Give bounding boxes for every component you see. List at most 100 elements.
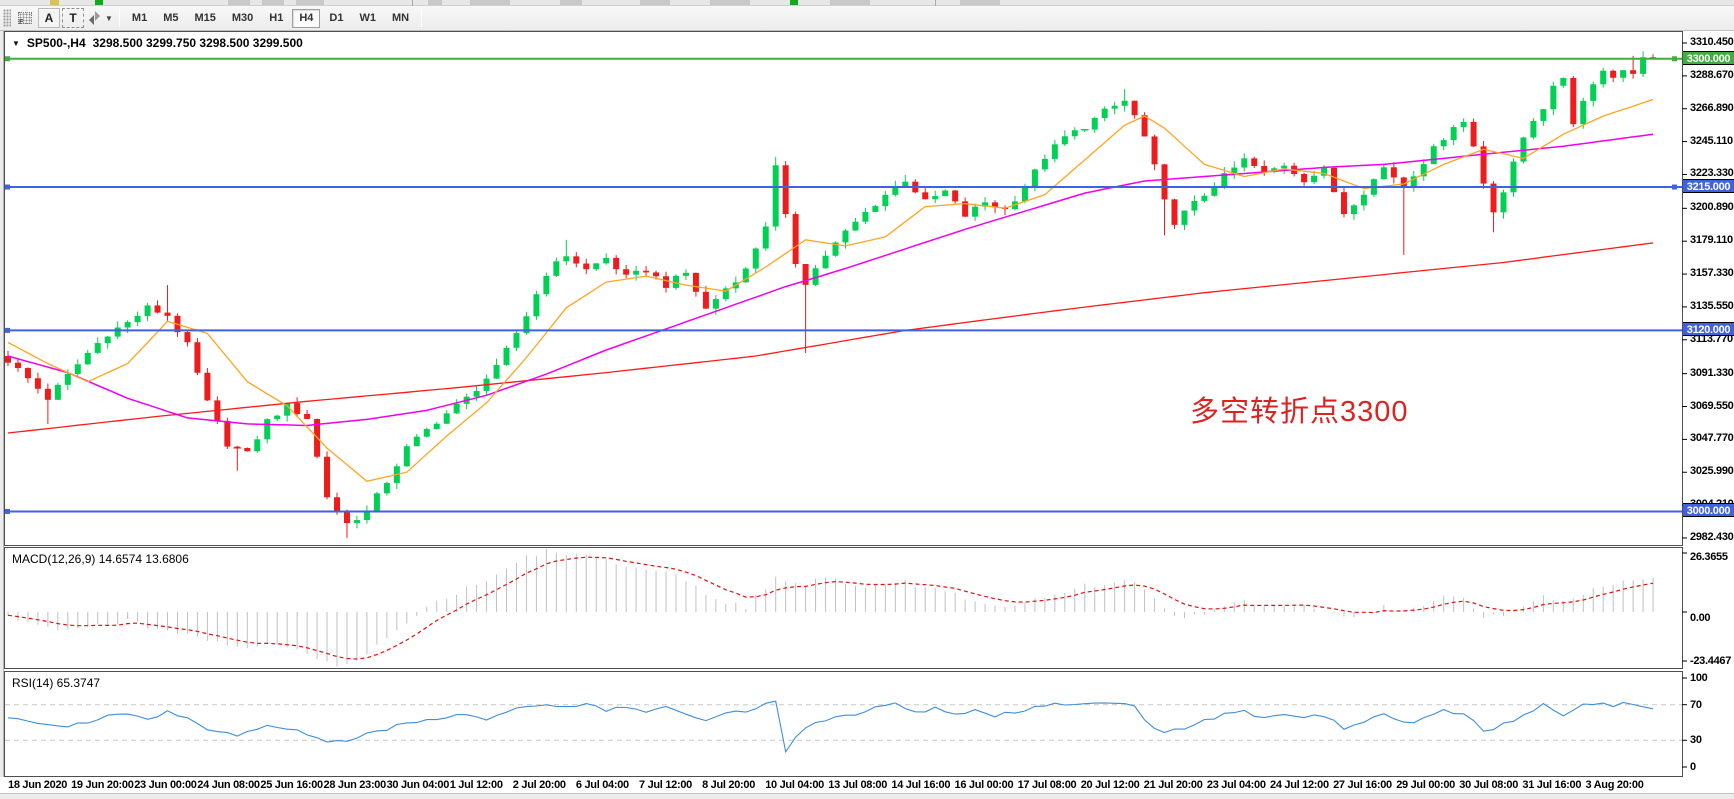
price-tick-label: 3091.330 [1690, 366, 1734, 379]
price-level-badge: 3215.000 [1683, 179, 1734, 194]
time-tick-label: 30 Jun 04:00 [386, 779, 450, 791]
time-tick-label: 25 Jun 16:00 [260, 779, 323, 791]
toolbar-sliver [428, 0, 442, 5]
toolbar-sliver [50, 0, 59, 5]
top-cropped-toolbar [0, 0, 1734, 6]
time-tick-label: 30 Jul 08:00 [1459, 779, 1519, 791]
time-tick-label: 3 Aug 20:00 [1585, 779, 1644, 791]
time-tick-label: 29 Jul 00:00 [1396, 779, 1455, 791]
price-level-badge: 3300.000 [1683, 50, 1734, 65]
grid-icon[interactable]: F [14, 8, 36, 28]
price-level-badge: 3120.000 [1683, 322, 1734, 337]
price-tick-label: 3135.550 [1690, 299, 1734, 312]
rsi-tick-label: 30 [1690, 734, 1702, 747]
toolbar-separator [421, 9, 423, 27]
time-axis[interactable]: 18 Jun 2020 19 Jun 20:00 23 Jun 00:00 24 Ju… [0, 777, 1734, 793]
macd-panel[interactable] [4, 547, 1683, 669]
price-tick-label: 3288.670 [1690, 68, 1734, 81]
toolbar: F A T ▼ M1 M5 M15 M30 H1 H4 D1 W1 MN [0, 6, 1734, 31]
price-tick-label: 3025.990 [1690, 465, 1734, 478]
macd-tick-label: -23.4467 [1690, 655, 1732, 667]
rsi-tick-label: 0 [1690, 761, 1696, 773]
line-handle[interactable] [5, 327, 10, 333]
toolbar-grip[interactable] [3, 9, 11, 27]
timeframe-button-h4[interactable]: H4 [292, 8, 321, 28]
macd-plot [7, 548, 1654, 667]
price-level-badge: 3000.000 [1683, 503, 1734, 518]
toolbar-sliver [960, 0, 1000, 5]
time-tick-label: 14 Jul 16:00 [891, 779, 951, 791]
rsi-indicator-label: RSI(14) 65.3747 [12, 676, 101, 690]
price-chart-panel[interactable] [4, 31, 1683, 546]
ohlc-quote-label: 3298.500 3299.750 3298.500 3299.500 [92, 36, 303, 50]
line-handle[interactable] [5, 184, 10, 190]
cursor-arrow-button[interactable]: A [38, 8, 60, 28]
line-handle[interactable] [5, 56, 10, 62]
toolbar-sliver [830, 0, 870, 5]
time-tick-label: 21 Jul 20:00 [1143, 779, 1203, 791]
time-tick-label: 23 Jun 00:00 [134, 779, 197, 791]
timeframe-button-mn[interactable]: MN [391, 12, 410, 24]
timeframe-button-m15[interactable]: M15 [194, 12, 216, 24]
line-handle[interactable] [5, 508, 10, 514]
time-tick-label: 1 Jul 12:00 [449, 779, 503, 791]
timeframe-button-w1[interactable]: W1 [359, 12, 376, 24]
timeframe-group: M1 M5 M15 M30 H1 H4 D1 W1 MN [124, 8, 417, 28]
time-tick-label: 27 Jul 16:00 [1333, 779, 1392, 791]
price-tick-label: 3310.450 [1690, 36, 1734, 48]
price-tick-label: 3245.110 [1690, 134, 1733, 147]
price-tick-label: 3179.110 [1690, 234, 1733, 247]
toolbar-separator [412, 0, 413, 6]
toolbar-sliver [470, 0, 510, 5]
toolbar-sliver [710, 0, 750, 5]
shapes-icon [89, 11, 100, 25]
toolbar-sliver [296, 0, 324, 5]
timeframe-button-m5[interactable]: M5 [163, 12, 179, 24]
time-tick-label: 17 Jul 08:00 [1017, 779, 1077, 791]
time-tick-label: 24 Jul 12:00 [1270, 779, 1329, 791]
shapes-tool-button[interactable]: ▼ [86, 8, 114, 28]
chart-title: ▼ SP500-,H4 3298.500 3299.750 3298.500 3… [12, 36, 303, 50]
timeframe-button-m1[interactable]: M1 [131, 12, 148, 24]
price-tick-label: 3069.550 [1690, 399, 1734, 412]
rsi-tick-label: 70 [1690, 698, 1702, 711]
time-tick-label: 8 Jul 20:00 [702, 779, 756, 791]
time-tick-label: 10 Jul 04:00 [765, 779, 824, 791]
window-left-border [0, 31, 4, 799]
timeframe-button-m30[interactable]: M30 [231, 12, 254, 24]
chart-text-annotation[interactable]: 多空转折点3300 [1190, 396, 1409, 428]
macd-tick-label: 0.00 [1690, 612, 1711, 624]
chevron-down-icon: ▼ [105, 13, 113, 23]
time-tick-label: 23 Jul 04:00 [1206, 779, 1266, 791]
main-plot[interactable] [5, 51, 1682, 538]
symbol-timeframe-label: SP500-,H4 [26, 36, 86, 50]
price-tick-label: 3157.330 [1690, 267, 1734, 280]
line-handle[interactable] [1672, 56, 1677, 62]
rsi-tick-label: 100 [1690, 672, 1708, 684]
rsi-panel[interactable] [4, 671, 1683, 777]
toolbar-sliver [560, 0, 582, 5]
time-tick-label: 24 Jun 08:00 [197, 779, 260, 791]
time-tick-label: 19 Jun 20:00 [71, 779, 134, 791]
toolbar-sliver [228, 0, 250, 5]
text-tool-button[interactable]: T [62, 8, 84, 28]
toolbar-sliver [95, 0, 103, 5]
timeframe-button-h1[interactable]: H1 [269, 12, 284, 24]
toolbar-sliver [790, 0, 798, 5]
macd-indicator-label: MACD(12,26,9) 14.6574 13.6806 [12, 552, 189, 566]
time-tick-label: 13 Jul 08:00 [828, 779, 888, 791]
time-tick-label: 28 Jun 23:00 [323, 779, 387, 791]
toolbar-sliver [262, 0, 284, 5]
window-bottom-border [0, 793, 1734, 799]
time-tick-label: 2 Jul 20:00 [512, 779, 566, 791]
price-tick-label: 3266.890 [1690, 101, 1734, 114]
price-tick-label: 2982.430 [1690, 530, 1734, 543]
time-tick-label: 20 Jul 12:00 [1080, 779, 1140, 791]
timeframe-button-d1[interactable]: D1 [329, 12, 344, 24]
price-tick-label: 3223.330 [1690, 167, 1734, 180]
line-handle[interactable] [1672, 184, 1677, 190]
price-tick-label: 3200.890 [1690, 201, 1734, 214]
macd-tick-label: 26.3655 [1690, 551, 1728, 563]
toolbar-separator [118, 9, 120, 27]
